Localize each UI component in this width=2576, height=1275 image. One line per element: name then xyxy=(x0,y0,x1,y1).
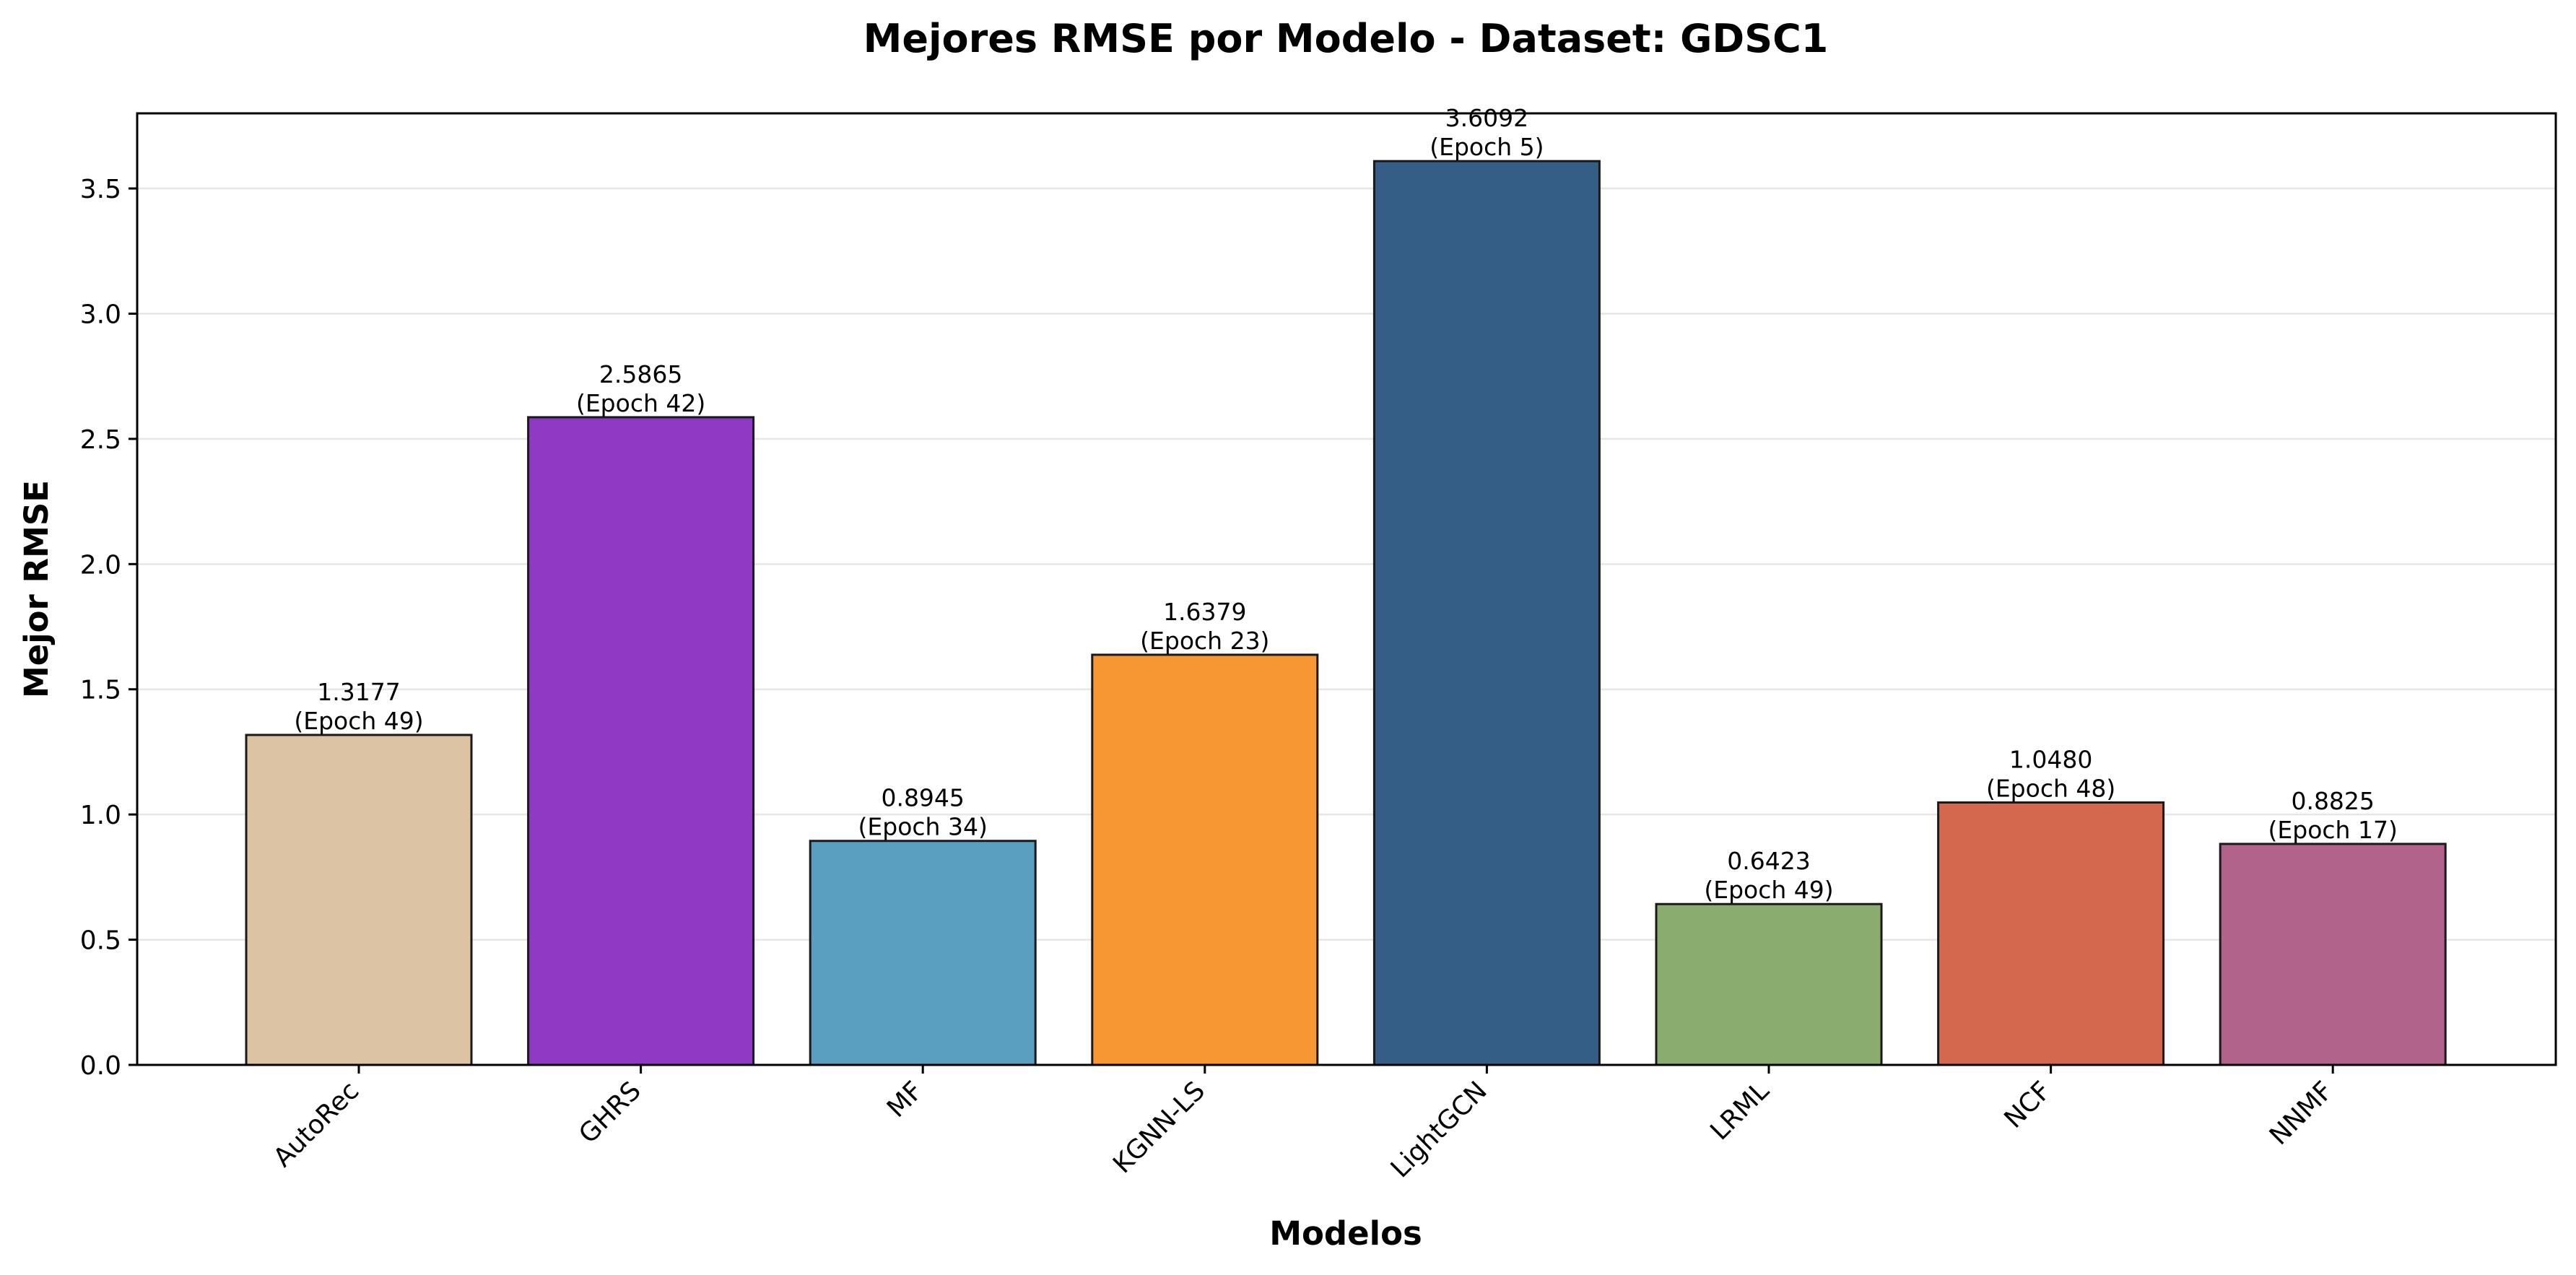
data-labels: 1.3177(Epoch 49)2.5865(Epoch 42)0.8945(E… xyxy=(294,104,2397,904)
bar-lrml xyxy=(1655,902,1883,1066)
bar-lightgcn xyxy=(1372,160,1601,1066)
y-axis-label: Mejor RMSE xyxy=(17,480,56,698)
epoch-label: (Epoch 48) xyxy=(1986,775,2115,803)
y-tick-label: 3.5 xyxy=(80,175,121,204)
grid-lines xyxy=(137,187,2556,941)
x-tick-label: GHRS xyxy=(573,1076,647,1149)
value-label: 0.8825 xyxy=(2291,787,2374,815)
x-tick-label: LightGCN xyxy=(1385,1076,1493,1183)
bar-ncf xyxy=(1937,801,2165,1066)
bars xyxy=(245,160,2447,1066)
epoch-label: (Epoch 17) xyxy=(2268,816,2398,844)
y-tick-label: 1.5 xyxy=(80,676,121,705)
value-label: 0.6423 xyxy=(1727,847,1810,875)
value-label: 1.3177 xyxy=(317,678,400,706)
x-tick-label: KGNN-LS xyxy=(1108,1076,1211,1179)
y-tick-label: 0.5 xyxy=(80,926,121,956)
epoch-label: (Epoch 34) xyxy=(858,813,988,841)
bar-ghrs xyxy=(527,416,755,1066)
y-tick-label: 0.0 xyxy=(80,1051,121,1081)
x-tick-label: AutoRec xyxy=(268,1076,365,1172)
value-label: 1.6379 xyxy=(1163,598,1246,626)
chart-title: Mejores RMSE por Modelo - Dataset: GDSC1 xyxy=(863,16,1829,61)
plot-frame xyxy=(136,112,2557,1066)
bar-mf xyxy=(809,840,1037,1066)
bar-kgnn-ls xyxy=(1091,653,1319,1066)
epoch-label: (Epoch 49) xyxy=(294,707,423,735)
y-tick-label: 1.0 xyxy=(80,801,121,830)
y-axis: 0.0 0.5 1.0 1.5 2.0 2.5 3.0 3.5 xyxy=(80,175,137,1081)
x-tick-label: LRML xyxy=(1705,1076,1775,1146)
y-tick-label: 2.0 xyxy=(80,550,121,580)
x-tick-label: MF xyxy=(882,1076,929,1123)
x-axis: AutoRec GHRS MF KGNN-LS LightGCN LRML NCF NNMF xyxy=(268,1065,2339,1183)
epoch-label: (Epoch 49) xyxy=(1704,876,1833,904)
x-tick-label: NCF xyxy=(1999,1076,2057,1133)
y-tick-label: 3.0 xyxy=(80,300,121,329)
x-tick-label: NNMF xyxy=(2264,1076,2339,1151)
value-label: 2.5865 xyxy=(599,360,682,388)
y-tick-label: 2.5 xyxy=(80,425,121,455)
epoch-label: (Epoch 5) xyxy=(1430,133,1544,161)
value-label: 0.8945 xyxy=(881,784,964,812)
value-label: 3.6092 xyxy=(1445,104,1528,132)
epoch-label: (Epoch 42) xyxy=(576,389,705,417)
value-label: 1.0480 xyxy=(2009,746,2092,774)
x-axis-label: Modelos xyxy=(1269,1214,1422,1253)
bar-autorec xyxy=(245,734,473,1066)
epoch-label: (Epoch 23) xyxy=(1140,627,1269,655)
bar-nnmf xyxy=(2219,843,2447,1066)
